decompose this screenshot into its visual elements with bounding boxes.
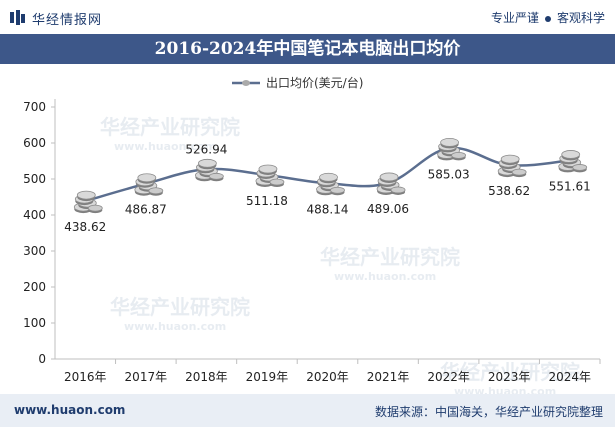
footer-source: 数据来源：中国海关，华经产业研究院整理 [374,405,603,419]
slogan-right: 客观科学 [556,11,605,25]
y-tick-label: 100 [23,316,46,330]
huajing-logo-icon [10,10,25,25]
title-band: 2016-2024年中国笔记本电脑出口均价 [0,34,615,64]
data-label: 538.62 [488,184,530,198]
x-tick-label: 2019年 [246,370,289,384]
footer: www.huaon.com 数据来源：中国海关，华经产业研究院整理 [0,394,615,427]
watermark-en: www.huaon.com [454,385,556,394]
data-label: 511.18 [246,194,288,208]
coin-stack-marker [558,150,588,173]
x-tick-label: 2021年 [367,370,410,384]
footer-url[interactable]: www.huaon.com [14,403,126,417]
data-label: 585.03 [428,167,470,181]
x-tick-label: 2017年 [125,370,168,384]
chart-area: 华经产业研究院 www.huaon.com 华经产业研究院 www.huaon.com… [0,64,615,394]
coin-stack-marker [134,173,164,196]
coin-stack-marker [437,137,467,161]
coin-stack-marker [376,172,406,195]
coin-stack-marker [73,190,103,214]
data-label: 438.62 [64,220,106,234]
watermark-cn: 华经产业研究院 [440,360,580,384]
legend-coin-icon [242,80,250,86]
coin-stack-marker [194,158,224,182]
coin-stack-marker [316,172,345,196]
y-tick-label: 600 [23,136,46,150]
data-label: 488.14 [307,202,349,216]
top-bar: 华经情报网 专业严谨 客观科学 [0,0,615,34]
x-tick-label: 2020年 [306,370,349,384]
x-tick-label: 2018年 [185,370,228,384]
chart-title: 2016-2024年中国笔记本电脑出口均价 [154,39,461,59]
coin-stack-marker [255,164,285,187]
watermark-layer: 华经产业研究院www.huaon.com华经产业研究院www.huaon.com… [100,115,580,394]
watermark-cn: 华经产业研究院 [110,295,250,319]
watermark-cn: 华经产业研究院 [100,115,240,139]
slogan: 专业严谨 客观科学 [491,9,605,26]
chart-axes: 0 100 200 300 400 500 600 700 2016年 2017年 2018年 201… [23,99,601,384]
watermark-cn: 华经产业研究院 [320,245,460,269]
x-tick-label: 2024年 [548,370,591,384]
data-label: 551.61 [549,179,591,193]
legend-label: 出口均价(美元/台) [266,75,363,90]
y-tick-label: 0 [38,352,46,366]
x-tick-label: 2022年 [427,370,470,384]
watermark-en: www.huaon.com [114,140,216,153]
y-tick-label: 700 [23,100,46,114]
data-label: 526.94 [185,142,227,156]
watermark-en: www.huaon.com [334,270,436,283]
data-label: 489.06 [367,202,409,216]
x-tick-label: 2016年 [64,370,107,384]
line-chart: 华经产业研究院www.huaon.com华经产业研究院www.huaon.com… [23,75,601,394]
y-tick-label: 400 [23,208,46,222]
coin-stack-marker [497,154,527,178]
chart-legend: 出口均价(美元/台) [232,75,363,90]
chart-data-labels: 438.62 486.87 526.94 511.18 488.14 489.06 585.… [64,142,590,234]
y-tick-label: 200 [23,280,46,294]
watermark-en: www.huaon.com [124,320,226,333]
slogan-left: 专业严谨 [490,11,539,25]
x-tick-label: 2023年 [488,370,531,384]
y-tick-label: 300 [23,244,46,258]
chart-series [73,137,588,214]
y-tick-label: 500 [23,172,46,186]
slogan-dot-icon [544,15,551,22]
data-label: 486.87 [125,203,167,217]
brand-name: 华经情报网 [32,13,103,28]
